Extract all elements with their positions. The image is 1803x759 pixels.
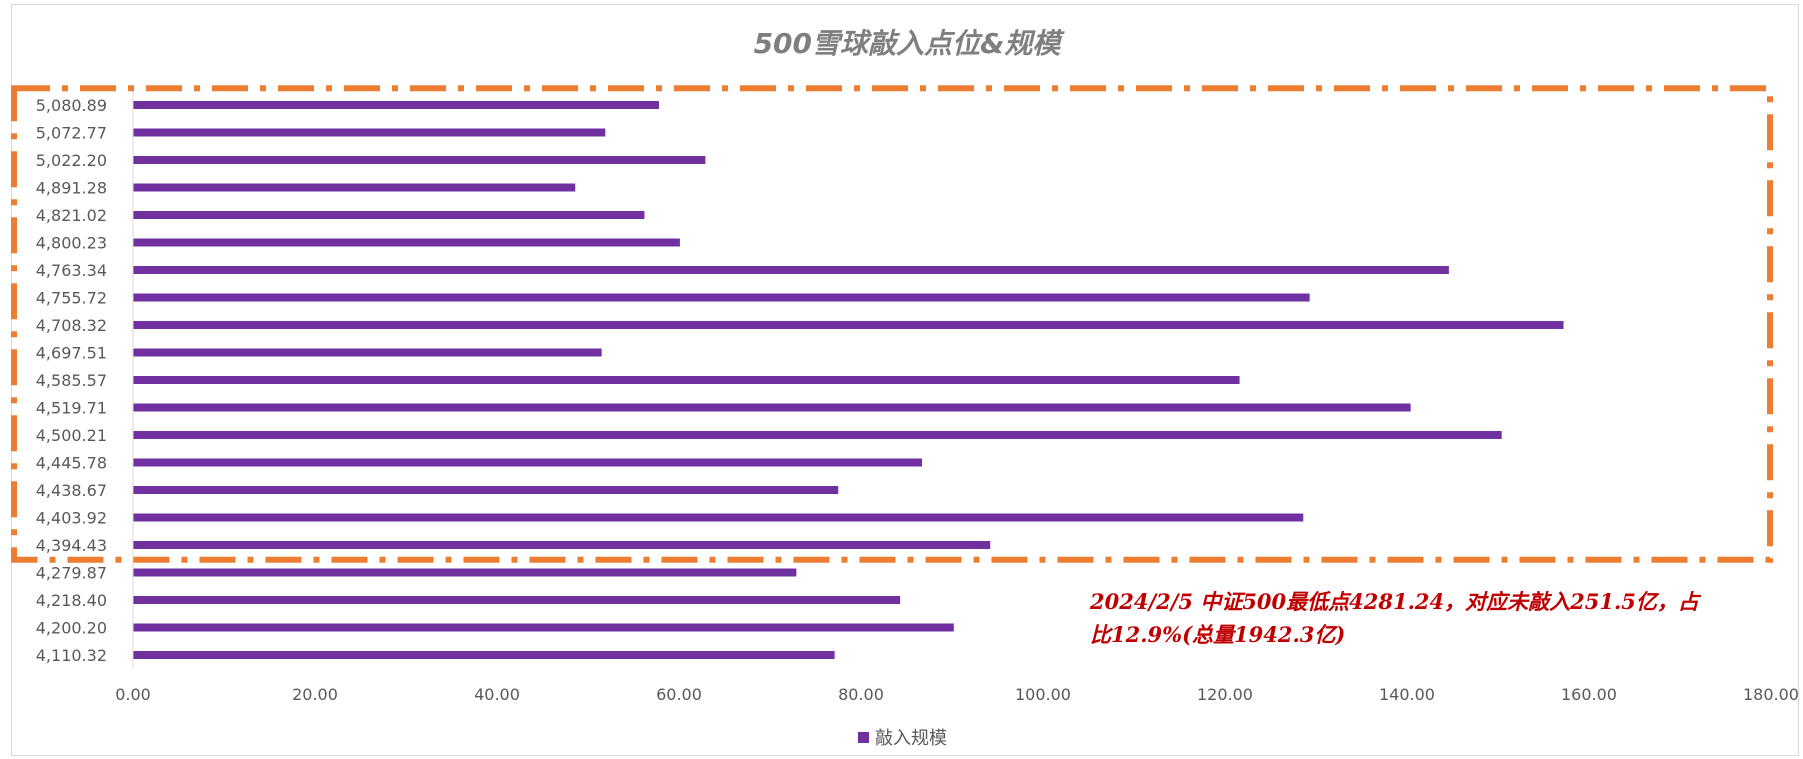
x-tick-label: 60.00 — [656, 685, 702, 704]
bar — [133, 623, 954, 632]
bar — [133, 431, 1502, 439]
y-tick-label: 4,800.23 — [36, 234, 107, 253]
x-tick-label: 160.00 — [1561, 685, 1617, 704]
y-tick-label: 4,891.28 — [36, 179, 107, 198]
x-tick-label: 120.00 — [1197, 685, 1253, 704]
legend-swatch — [858, 732, 869, 743]
bar — [133, 266, 1449, 274]
y-tick-label: 4,519.71 — [36, 399, 107, 418]
y-tick-label: 4,697.51 — [36, 344, 107, 363]
bar — [133, 486, 839, 494]
y-tick-label: 4,445.78 — [36, 454, 107, 473]
y-tick-label: 5,072.77 — [36, 124, 107, 143]
y-tick-label: 4,200.20 — [36, 619, 107, 638]
x-tick-label: 40.00 — [474, 685, 520, 704]
x-tick-label: 0.00 — [115, 685, 151, 704]
legend-label: 敲入规模 — [875, 728, 947, 749]
bar — [133, 128, 606, 137]
bar — [133, 513, 1304, 522]
bar — [133, 211, 645, 219]
bar — [133, 596, 901, 604]
x-tick-labels: 0.00 20.00 40.00 60.00 80.00 100.00 120.00 140.… — [115, 685, 1799, 704]
y-tick-label: 4,500.21 — [36, 426, 107, 445]
bar — [133, 568, 797, 577]
y-tick-label: 4,438.67 — [36, 481, 107, 500]
y-tick-label: 5,022.20 — [36, 151, 107, 170]
y-tick-label: 4,279.87 — [36, 564, 107, 583]
y-tick-label: 4,708.32 — [36, 316, 107, 335]
y-tick-label: 5,080.89 — [36, 96, 107, 115]
y-tick-label: 4,585.57 — [36, 371, 107, 390]
bars-layer — [133, 101, 1564, 659]
bar — [133, 183, 576, 192]
x-tick-label: 140.00 — [1379, 685, 1435, 704]
y-tick-label: 4,110.32 — [36, 646, 107, 665]
highlight-box — [11, 85, 1773, 563]
y-tick-label: 4,821.02 — [36, 206, 107, 225]
y-tick-label: 4,763.34 — [36, 261, 107, 280]
bar — [133, 458, 922, 467]
y-tick-label: 4,218.40 — [36, 591, 107, 610]
bar — [133, 348, 602, 357]
bar — [133, 101, 659, 109]
bar — [133, 376, 1240, 384]
legend: 敲入规模 — [858, 728, 947, 749]
x-tick-label: 20.00 — [292, 685, 338, 704]
bar — [133, 651, 835, 659]
bar — [133, 541, 991, 549]
x-tick-label: 180.00 — [1743, 685, 1799, 704]
bar — [133, 238, 680, 247]
y-tick-label: 4,403.92 — [36, 509, 107, 528]
bar — [133, 156, 706, 164]
x-tick-label: 100.00 — [1015, 685, 1071, 704]
bar — [133, 293, 1310, 302]
bar — [133, 403, 1411, 412]
bar — [133, 321, 1564, 329]
x-tick-label: 80.00 — [838, 685, 884, 704]
y-tick-label: 4,394.43 — [36, 536, 107, 555]
annotation-text: 2024/2/5 中证500最低点4281.24，对应未敲入251.5亿，占比1… — [1090, 589, 1699, 647]
y-tick-label: 4,755.72 — [36, 289, 107, 308]
y-tick-labels: 5,080.89 5,072.77 5,022.20 4,891.28 4,821.02… — [36, 96, 107, 665]
chart-title: 500雪球敲入点位&规模 — [754, 27, 1066, 60]
